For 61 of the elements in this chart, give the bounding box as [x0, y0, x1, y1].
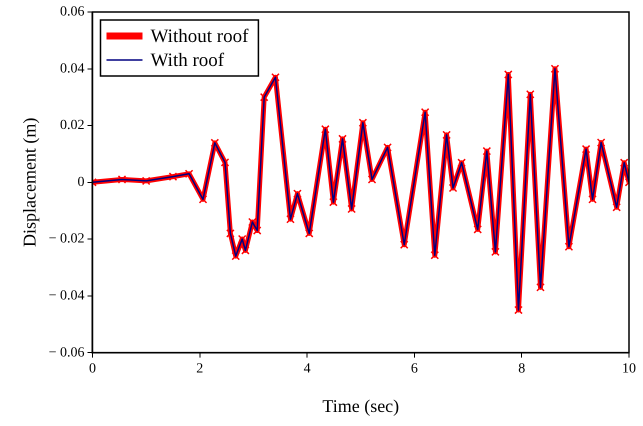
point — [142, 176, 150, 186]
point — [430, 250, 440, 260]
point — [473, 225, 482, 234]
point — [184, 170, 194, 178]
point — [383, 143, 392, 152]
point — [252, 226, 262, 235]
point — [329, 198, 338, 206]
y-tick-label: − 0.02 — [48, 232, 84, 247]
point — [536, 283, 545, 292]
y-tick-label: − 0.06 — [48, 345, 84, 360]
point — [504, 70, 513, 79]
legend-label: With roof — [150, 50, 225, 71]
x-tick-label: 0 — [88, 362, 96, 377]
y-tick-label: 0 — [77, 174, 84, 190]
point — [400, 240, 408, 250]
point — [491, 248, 500, 256]
point — [448, 184, 458, 192]
point — [347, 204, 356, 214]
point — [582, 144, 590, 154]
point — [526, 90, 535, 99]
point — [442, 130, 451, 140]
x-tick-label: 10 — [622, 362, 636, 377]
point — [482, 146, 492, 156]
point — [358, 118, 368, 127]
point — [118, 175, 126, 184]
point — [210, 138, 220, 148]
point — [612, 202, 621, 212]
point — [338, 134, 347, 144]
point — [271, 72, 280, 82]
point — [321, 124, 330, 134]
point — [168, 172, 178, 181]
point — [198, 195, 208, 204]
point — [514, 306, 523, 314]
point — [564, 242, 574, 252]
y-tick-label: 0.06 — [60, 4, 84, 20]
x-tick-label: 6 — [410, 362, 418, 377]
point — [420, 108, 430, 116]
point — [596, 138, 606, 147]
point — [588, 195, 597, 204]
y-tick-label: 0.02 — [60, 118, 84, 134]
point — [457, 158, 466, 167]
point — [231, 252, 240, 260]
x-tick-label: 2 — [196, 362, 204, 377]
point — [550, 64, 560, 74]
point — [226, 229, 235, 238]
point — [620, 158, 628, 167]
y-tick-label: − 0.04 — [48, 288, 84, 304]
y-axis-title: Displacement (m) — [20, 118, 40, 248]
point — [304, 229, 314, 238]
x-tick-label: 8 — [518, 362, 526, 377]
legend-label: Without roof — [150, 26, 250, 47]
point — [241, 246, 250, 255]
y-tick-label: 0.04 — [60, 61, 84, 76]
point — [260, 92, 268, 102]
point — [368, 175, 376, 184]
point — [238, 234, 246, 244]
point — [293, 189, 302, 198]
x-axis-title: Time (sec) — [322, 396, 400, 416]
point — [286, 214, 295, 224]
x-tick-label: 4 — [304, 362, 311, 377]
point — [220, 158, 230, 167]
